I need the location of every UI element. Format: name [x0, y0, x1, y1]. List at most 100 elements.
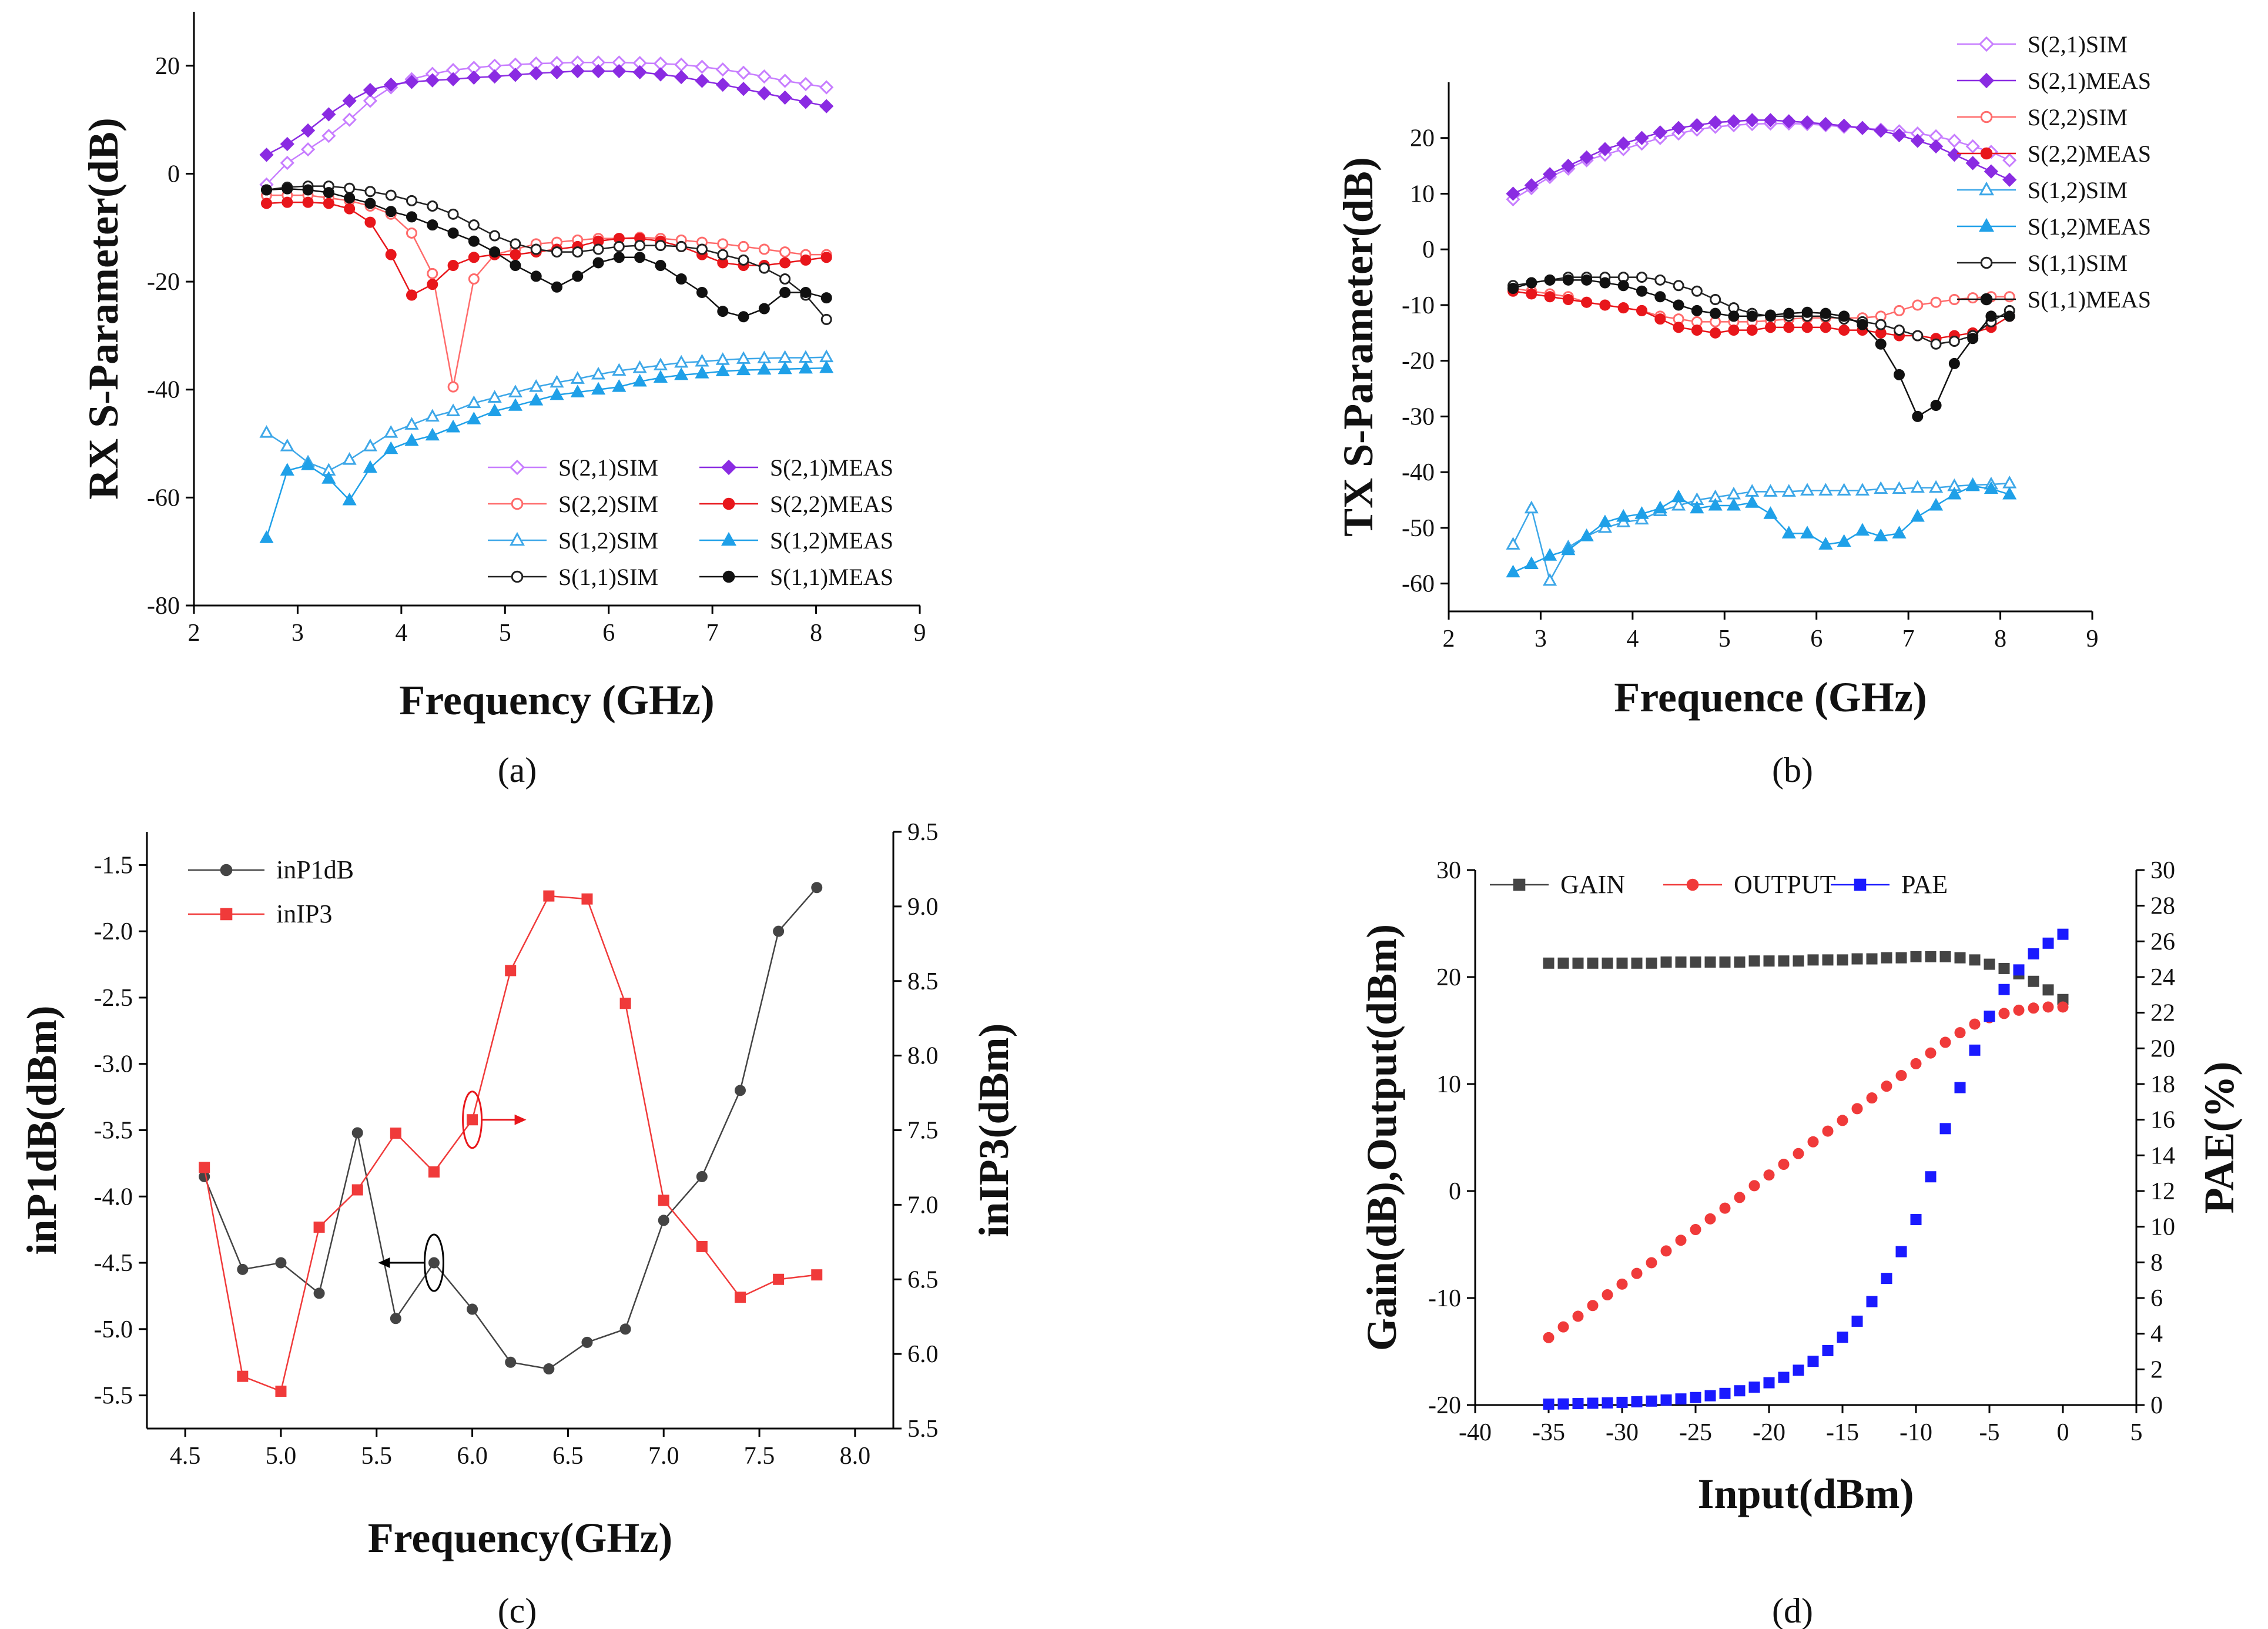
data-point-s-2-1-meas [632, 65, 647, 79]
data-point-s-1-1-sim [530, 243, 542, 255]
data-point-s-1-2-sim [1671, 497, 1686, 511]
data-point-s-2-1-meas [1506, 186, 1520, 201]
data-point-inp1db [199, 1170, 210, 1182]
data-point-s-2-2-sim [1912, 299, 1924, 311]
x-axis-title: Frequence (GHz) [1614, 674, 1927, 721]
data-point-s-1-1-meas [675, 273, 687, 285]
data-point-gain [1837, 954, 1848, 966]
data-point-s-2-1-meas [259, 148, 274, 162]
data-point-s-2-1-sim [1947, 133, 1962, 148]
data-point-gain [2042, 984, 2054, 996]
data-point-s-2-1-sim [715, 62, 730, 77]
data-point-s-1-1-sim [1673, 280, 1684, 292]
data-point-inp1db [313, 1287, 325, 1299]
data-point-pae [1734, 1385, 1746, 1397]
y-right-tick-label: 26 [2150, 928, 2175, 955]
data-point-s-2-2-meas [1562, 293, 1574, 305]
x-tick-label: 3 [1535, 625, 1547, 653]
data-point-s-2-1-meas [2002, 172, 2017, 187]
x-tick-label: 7 [1902, 625, 1915, 653]
data-point-s-2-1-sim [819, 80, 834, 95]
data-point-gain [1881, 952, 1892, 964]
data-point-inip3 [428, 1166, 440, 1178]
data-point-s-1-2-meas [1800, 526, 1815, 538]
data-point-s-1-1-meas [530, 270, 542, 282]
data-point-output [1631, 1267, 1643, 1279]
legend-label: S(2,2)SIM [2028, 104, 2128, 131]
data-point-s-1-1-meas [655, 260, 666, 272]
data-point-s-1-2-meas [301, 457, 316, 470]
y-tick-label: 20 [155, 53, 180, 80]
data-point-s-1-2-sim [1892, 481, 1907, 494]
data-point-gain [1793, 955, 1804, 967]
data-point-inip3 [581, 893, 593, 905]
y-right-tick-label: 8.0 [907, 1043, 939, 1070]
data-point-s-1-2-meas [280, 463, 294, 476]
data-point-s-1-1-meas [1544, 274, 1556, 286]
data-point-output [1895, 1069, 1907, 1081]
data-point-s-1-2-meas [259, 530, 274, 543]
series-line-s-2-1-meas [266, 70, 827, 156]
data-point-s-2-1-meas [404, 75, 419, 89]
data-point-s-1-2-meas [487, 403, 502, 416]
data-point-s-1-2-meas [715, 363, 730, 377]
data-point-s-1-1-meas [613, 252, 625, 263]
legend-marker [1854, 878, 1867, 891]
data-point-s-1-2-sim [674, 354, 689, 368]
series-line-s-1-1-sim [1513, 276, 2010, 345]
data-point-s-1-1-meas [717, 306, 729, 317]
data-point-s-2-2-meas [1654, 313, 1666, 325]
data-point-s-2-1-meas [1763, 113, 1778, 128]
data-point-gain [1704, 956, 1716, 968]
data-point-s-1-2-meas [632, 373, 647, 387]
series-line-s-2-1-sim [1512, 122, 2010, 200]
data-point-s-2-2-meas [1746, 325, 1758, 336]
data-point-s-1-2-meas [321, 471, 336, 484]
data-point-pae [1572, 1398, 1584, 1410]
data-point-s-1-1-meas [1967, 333, 1979, 344]
data-point-gain [1866, 953, 1878, 965]
y-tick-label: 10 [1410, 180, 1435, 208]
data-point-s-1-1-sim [364, 186, 376, 198]
series-line-s-1-2-sim [1512, 482, 2010, 583]
data-point-s-1-2-sim [487, 390, 502, 403]
data-point-output [2028, 1002, 2039, 1014]
data-point-s-1-2-meas [363, 460, 377, 473]
data-point-s-2-1-sim [2002, 153, 2017, 168]
y-tick-label: -2.5 [94, 985, 133, 1012]
data-point-inip3 [734, 1292, 746, 1303]
data-point-s-1-1-meas [1636, 285, 1647, 297]
y-tick-label: -30 [1402, 403, 1435, 430]
data-point-s-2-2-meas [510, 249, 521, 260]
x-tick-label: 5.5 [361, 1443, 393, 1470]
data-point-s-2-1-meas [1616, 136, 1631, 151]
data-point-inip3 [237, 1370, 249, 1382]
data-point-s-2-1-meas [1781, 114, 1796, 129]
data-point-s-2-2-meas [1599, 299, 1611, 311]
y-right-tick-label: 6.5 [907, 1266, 939, 1293]
data-point-s-2-1-meas [757, 86, 772, 101]
series-line-s-2-1-meas [1512, 119, 2010, 195]
data-point-s-2-1-meas [1579, 150, 1594, 165]
data-point-s-2-2-meas [1765, 322, 1776, 333]
data-point-s-2-1-sim [280, 155, 294, 170]
legend-label: inP1dB [276, 855, 354, 884]
data-point-s-2-2-sim [779, 246, 791, 258]
data-point-gain [1675, 956, 1687, 968]
data-point-s-2-1-meas [715, 77, 730, 92]
x-tick-label: 8.0 [840, 1443, 871, 1470]
y-tick-label: -3.5 [94, 1118, 133, 1145]
data-point-s-2-1-meas [1542, 167, 1557, 182]
data-point-s-1-2-meas [425, 427, 440, 441]
data-point-s-2-1-meas [1745, 113, 1760, 128]
data-point-s-2-1-meas [1634, 131, 1649, 145]
legend-marker [1978, 218, 1995, 232]
data-point-gain [2028, 975, 2039, 987]
panel-caption: (c) [498, 1591, 537, 1629]
y-tick-label: 10 [1436, 1071, 1461, 1098]
data-point-pae [1895, 1246, 1907, 1257]
data-point-s-1-2-meas [1726, 497, 1741, 511]
data-point-gain [1969, 954, 1981, 966]
data-point-inp1db [658, 1215, 669, 1226]
data-point-s-2-1-meas [1708, 115, 1723, 130]
